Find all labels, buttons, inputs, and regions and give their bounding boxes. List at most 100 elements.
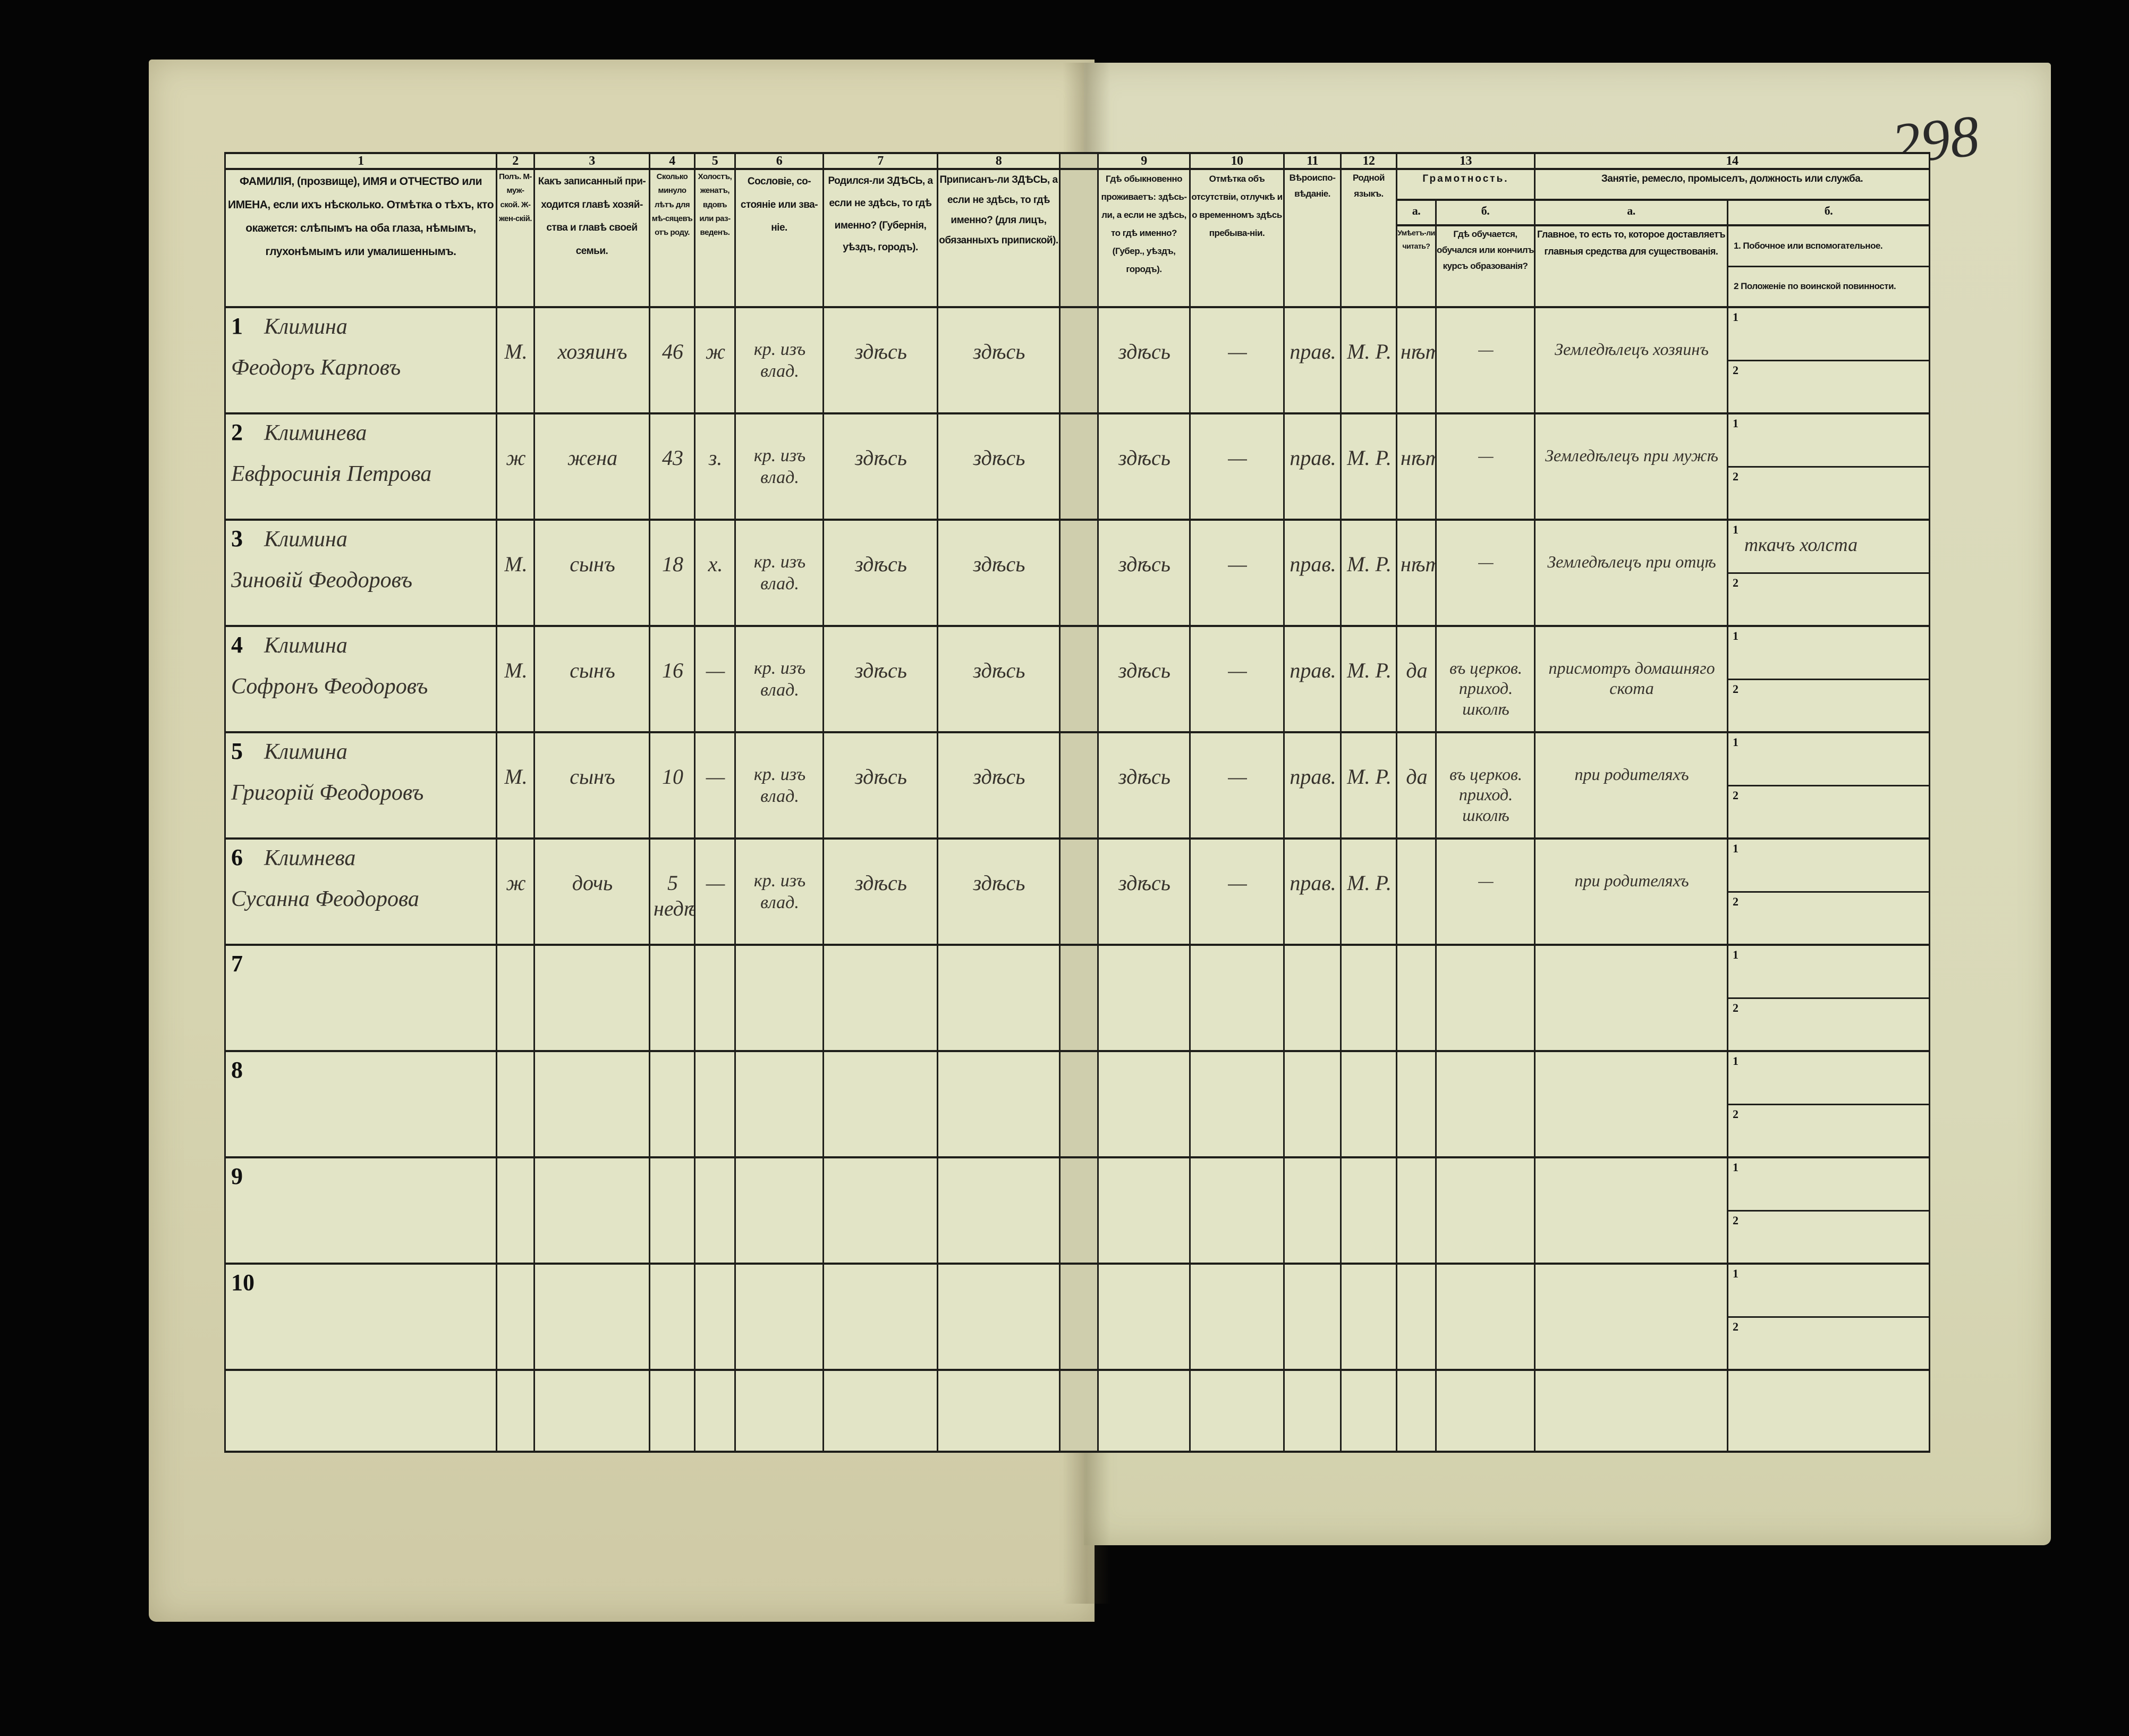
residence-cell: здѣсь (1097, 519, 1191, 627)
age-cell (649, 1156, 695, 1265)
estate-cell (734, 944, 824, 1052)
col-number: 13 (1396, 152, 1536, 170)
school-cell (1435, 1156, 1536, 1265)
sex: ж (506, 871, 526, 895)
given-name: Григорій Феодоровъ (231, 780, 424, 805)
sub-label: 1 (1733, 735, 1738, 749)
residence: здѣсь (1118, 658, 1170, 682)
name-cell: 2 Климинева Евфросинія Петрова (224, 412, 497, 521)
occupation-main-cell (1534, 1156, 1728, 1265)
header-age: Сколько минуло лѣтъ для мѣ-сяцевъ отъ ро… (649, 168, 695, 308)
occupation-main-cell: Земледѣлецъ при отцѣ (1534, 519, 1728, 627)
absence: — (1228, 871, 1247, 895)
table-row: 1 Климина Феодоръ Карповъ М. хозяинъ 46 ж кр. и… (224, 306, 1930, 414)
residence-cell (1097, 1156, 1191, 1265)
sub-label: 2 (1733, 788, 1738, 802)
school-cell (1435, 1263, 1536, 1371)
registered: здѣсь (973, 446, 1025, 470)
gutter (1059, 944, 1099, 1052)
header-can-read: Умѣетъ-ли читать? (1396, 224, 1437, 308)
age: 5 недѣль (654, 871, 693, 920)
sex-cell (496, 1263, 535, 1371)
gutter (1059, 152, 1099, 170)
age-cell: 18 (649, 519, 695, 627)
estate-cell: кр. изъ влад. (734, 731, 824, 840)
military-status: 2 (1729, 1209, 1928, 1262)
absence-cell (1189, 1263, 1285, 1371)
military-status: 2 (1729, 1316, 1928, 1368)
sub-letter: а. (1396, 199, 1437, 226)
registered-cell (937, 1050, 1061, 1158)
residence-cell: здѣсь (1097, 625, 1191, 733)
sub-letter: б. (1727, 199, 1930, 226)
surname: Климина (264, 740, 347, 764)
header-name: ФАМИЛІЯ, (прозвище), ИМЯ и ОТЧЕСТВО или … (224, 168, 497, 308)
language-cell (1340, 1050, 1397, 1158)
school-cell: въ церков. приход. школѣ (1435, 625, 1536, 733)
secondary-occupation: 1 (1729, 947, 1928, 997)
school-cell: — (1435, 412, 1536, 521)
registered: здѣсь (973, 765, 1025, 789)
header-secondary-occupation: 1. Побочное или вспомогательное. 2 Полож… (1727, 224, 1930, 308)
relation-cell: сынъ (533, 731, 650, 840)
header-language: Родной языкъ. (1340, 168, 1397, 308)
sub-letter: а. (1534, 199, 1728, 226)
secondary-occupation-cell: 1 ткачъ холста 2 (1727, 519, 1930, 627)
birthplace: здѣсь (855, 765, 907, 789)
residence: здѣсь (1118, 552, 1170, 576)
absence: — (1228, 446, 1247, 470)
secondary-occupation: 1 (1729, 1053, 1928, 1104)
absence: — (1228, 552, 1247, 576)
name-entry: 3 Климина Зиновій Феодоровъ (231, 525, 493, 594)
marital: — (706, 765, 725, 789)
relation-cell (533, 1156, 650, 1265)
language-cell (1340, 1156, 1397, 1265)
col-number: 4 (649, 152, 695, 170)
sub-label: 2 (1733, 363, 1738, 377)
age: 18 (662, 552, 683, 576)
absence-cell: — (1189, 412, 1285, 521)
language-cell: М. Р. (1340, 731, 1397, 840)
age-cell (649, 1050, 695, 1158)
military-status: 2 (1729, 784, 1928, 837)
residence: здѣсь (1118, 340, 1170, 363)
language-cell: М. Р. (1340, 837, 1397, 946)
residence-cell: здѣсь (1097, 412, 1191, 521)
registered: здѣсь (973, 658, 1025, 682)
surname: Климинева (264, 421, 367, 445)
relation-cell: хозяинъ (533, 306, 650, 414)
marital-cell: — (694, 731, 736, 840)
literate: да (1406, 658, 1428, 682)
row-number: 4 (231, 632, 243, 658)
estate: кр. изъ влад. (753, 446, 806, 487)
estate: кр. изъ влад. (753, 765, 806, 806)
school: въ церков. приход. школѣ (1449, 658, 1522, 718)
religion-cell: прав. (1283, 519, 1342, 627)
col-number: 7 (822, 152, 938, 170)
registered-cell (937, 944, 1061, 1052)
occupation-main-cell (1534, 1263, 1728, 1371)
secondary-occupation: 1 (1729, 1159, 1928, 1210)
birthplace-cell: здѣсь (822, 837, 938, 946)
language-cell: М. Р. (1340, 306, 1397, 414)
sex-cell: М. (496, 625, 535, 733)
col-number: 2 (496, 152, 535, 170)
age-cell (649, 944, 695, 1052)
birthplace-cell: здѣсь (822, 625, 938, 733)
registered: здѣсь (973, 552, 1025, 576)
birthplace-cell: здѣсь (822, 412, 938, 521)
military-status: 2 (1729, 678, 1928, 731)
sub-label: 2 (1733, 1319, 1738, 1333)
relation-cell: жена (533, 412, 650, 521)
marital-cell: ж (694, 306, 736, 414)
header-absence: Отмѣтка объ отсутствіи, отлучкѣ и о врем… (1189, 168, 1285, 308)
estate-cell: кр. изъ влад. (734, 519, 824, 627)
residence-cell (1097, 944, 1191, 1052)
secondary-occupation: 1 (1729, 841, 1928, 891)
col-number: 14 (1534, 152, 1930, 170)
table-row: 2 Климинева Евфросинія Петрова ж жена 43 з. кр.… (224, 412, 1930, 521)
